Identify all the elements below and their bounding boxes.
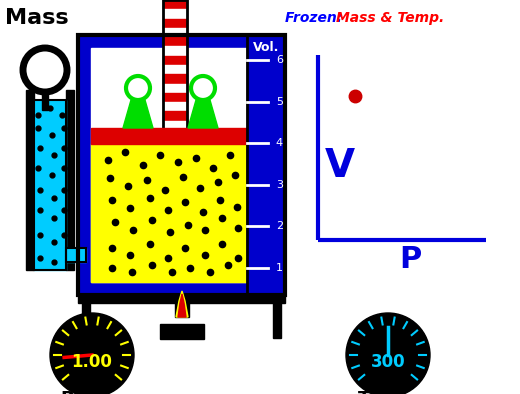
Bar [163,65,187,74]
Bar [163,121,187,130]
Text: 1.00: 1.00 [72,353,112,371]
Bar [91,144,247,282]
Circle shape [194,79,212,97]
Text: 5: 5 [276,97,283,107]
Text: 2: 2 [276,221,283,231]
Polygon shape [178,294,186,317]
Text: 3: 3 [276,180,283,190]
Text: 4: 4 [276,138,283,148]
Bar [78,35,285,295]
Bar [66,248,86,262]
Bar [163,19,187,28]
Text: Vol.: Vol. [253,41,279,54]
Text: P: P [399,245,422,275]
Bar [163,9,187,19]
Text: 1: 1 [276,263,283,273]
Bar [82,303,90,338]
Bar [34,100,66,270]
Bar [247,35,285,295]
Text: V: V [325,147,355,185]
Bar [273,303,281,338]
Bar [26,90,34,270]
Text: 6: 6 [276,55,283,65]
Bar [160,324,204,339]
Bar [91,48,247,282]
Bar [163,102,187,112]
Circle shape [50,313,134,394]
Text: Mass: Mass [5,8,69,28]
Bar [163,37,187,46]
Bar [163,93,187,102]
Circle shape [346,313,430,394]
Polygon shape [123,100,153,128]
Bar [78,35,285,295]
Text: Frozen:: Frozen: [285,11,347,25]
Bar [163,56,187,65]
Bar [163,112,187,121]
Bar [163,46,187,56]
Bar [34,100,66,270]
Bar [163,0,187,9]
Bar [163,28,187,37]
Bar [66,90,74,270]
Bar [163,84,187,93]
Text: 300: 300 [371,353,405,371]
Bar [66,248,86,262]
Bar [163,0,187,130]
Bar [42,92,48,110]
Circle shape [129,79,147,97]
Bar [78,295,285,303]
Bar [247,35,285,295]
Polygon shape [188,100,218,128]
Bar [163,74,187,84]
Polygon shape [176,291,188,317]
Text: Press.: Press. [61,390,123,394]
Bar [91,128,247,144]
Text: Temp.: Temp. [358,390,419,394]
Bar [175,295,189,317]
Text: Mass & Temp.: Mass & Temp. [336,11,444,25]
